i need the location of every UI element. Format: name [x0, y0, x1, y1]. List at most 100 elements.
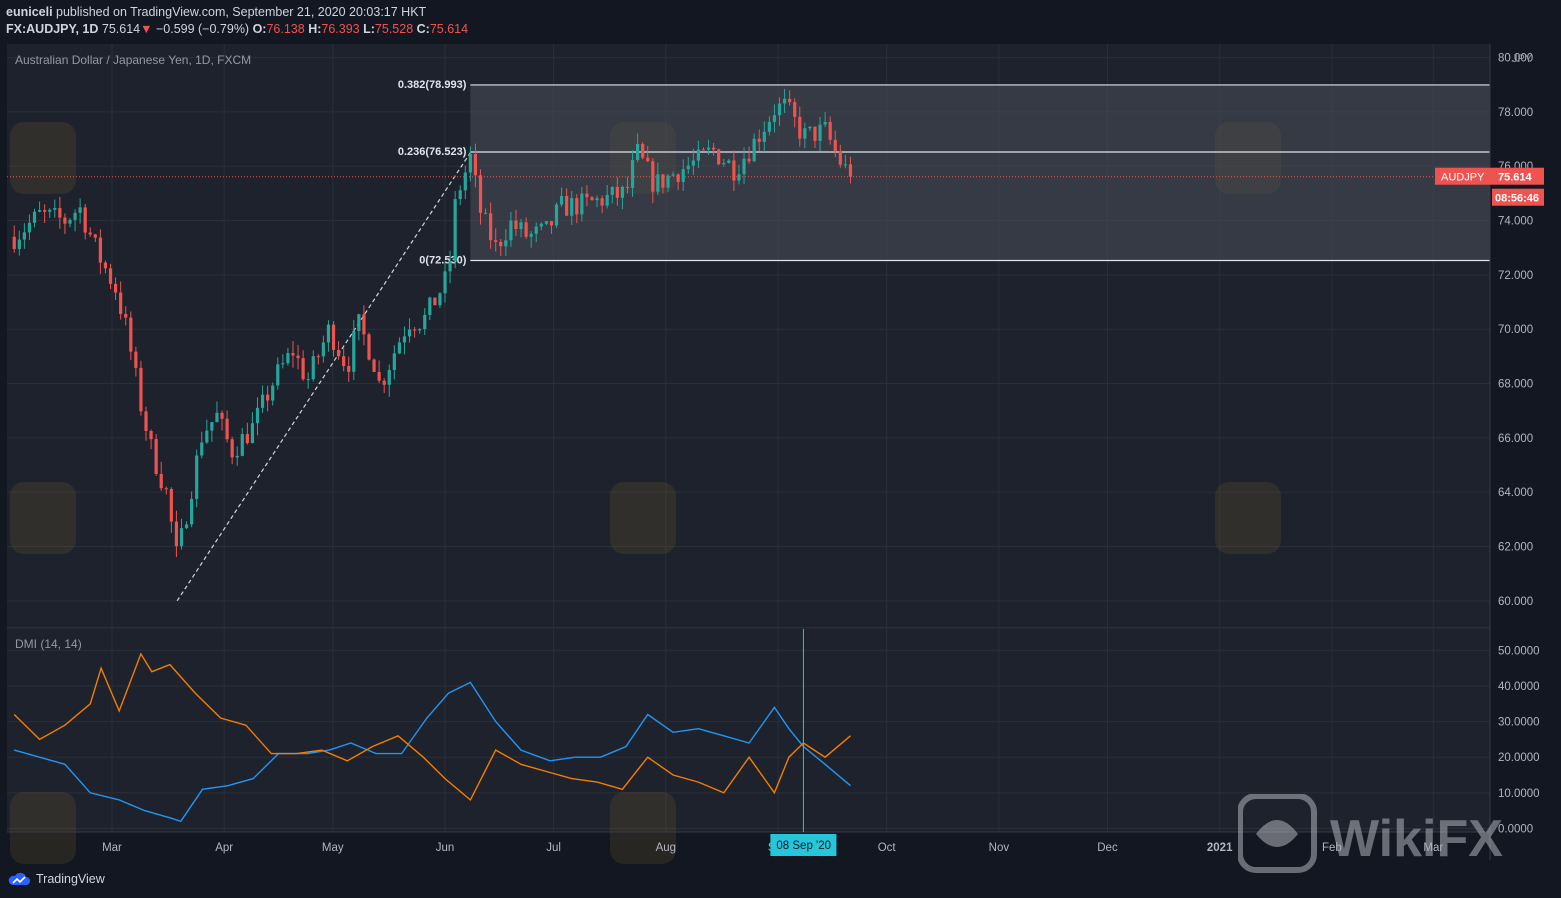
price-tick: 70.000 — [1498, 324, 1533, 336]
candle-body — [691, 160, 695, 166]
candle-body — [590, 197, 594, 201]
candle-body — [808, 126, 812, 129]
candle-body — [37, 210, 42, 212]
candle-body — [433, 297, 437, 306]
tradingview-footer[interactable]: TradingView — [8, 872, 105, 886]
candle-body — [468, 154, 472, 173]
candle-body — [235, 455, 239, 458]
candle-body — [32, 211, 37, 223]
wikifx-logo: WikiFX — [1238, 794, 1503, 873]
candle-body — [453, 199, 457, 262]
watermark-mark — [10, 482, 76, 554]
candle-body — [848, 164, 853, 177]
price-tick: 74.000 — [1498, 216, 1533, 228]
candle-body — [443, 271, 447, 294]
fib-level-label: 0(72.530) — [419, 254, 466, 266]
time-tick: Jun — [436, 842, 455, 854]
price-tick: 64.000 — [1498, 487, 1533, 499]
candle-body — [245, 433, 249, 444]
price-tick: 66.000 — [1498, 433, 1533, 445]
candle-body — [286, 353, 290, 364]
time-tick: Jul — [546, 842, 561, 854]
candle-body — [519, 222, 523, 230]
high-value: 76.393 — [321, 22, 360, 36]
dmi-tick: 30.0000 — [1498, 717, 1540, 729]
candle-body — [681, 169, 685, 183]
author-name[interactable]: euniceli — [6, 5, 53, 19]
candle-body — [798, 116, 802, 139]
candle-body — [448, 261, 452, 272]
watermark-mark — [610, 482, 676, 554]
time-tick: Feb — [1322, 842, 1342, 854]
low-value: 75.528 — [374, 22, 414, 36]
candle-body — [306, 379, 310, 381]
candle-body — [362, 314, 366, 335]
candle-body — [418, 329, 422, 331]
candle-body — [747, 158, 751, 162]
candle-body — [600, 198, 604, 206]
dmi-pane[interactable] — [7, 629, 1490, 832]
trend-line[interactable] — [176, 152, 471, 602]
candle-body — [271, 385, 275, 401]
candle-body — [585, 193, 589, 198]
candle-body — [534, 226, 538, 234]
candle-body — [73, 212, 77, 220]
countdown-bg — [1492, 188, 1544, 206]
time-tick: Apr — [215, 842, 233, 854]
candle-body — [200, 442, 204, 456]
candle-body — [114, 283, 118, 293]
close-value: 75.614 — [429, 22, 469, 36]
candle-body — [53, 208, 57, 210]
candle-body — [706, 147, 711, 150]
candle-body — [803, 128, 807, 139]
grid-lines — [7, 44, 1490, 832]
candle-body — [722, 163, 726, 165]
watermark-mark — [10, 122, 76, 194]
candle-body — [352, 331, 356, 372]
price-tick: 68.000 — [1498, 379, 1533, 391]
candle-body — [656, 174, 660, 192]
candle-body — [164, 488, 168, 490]
symbol-name[interactable]: FX:AUDJPY, 1D — [6, 22, 99, 36]
candle-body — [139, 367, 143, 412]
candle-body — [93, 234, 97, 238]
di-minus-line — [13, 652, 851, 802]
candle-body — [580, 193, 584, 215]
candle-body — [210, 422, 214, 431]
watermark-mark — [10, 792, 76, 864]
candle-body — [782, 98, 787, 104]
candle-body — [752, 138, 756, 162]
fib-level-label: 0.236(76.523) — [398, 146, 467, 158]
candle-body — [559, 195, 564, 205]
candle-body — [712, 147, 716, 150]
candle-body — [630, 159, 635, 188]
last-value: 75.614 — [101, 22, 141, 36]
candle-body — [413, 329, 417, 331]
candle-body — [392, 353, 396, 370]
candle-body — [813, 126, 817, 141]
candle-body — [260, 394, 265, 408]
candle-body — [473, 154, 478, 176]
candle-body — [717, 149, 721, 165]
candle-body — [793, 102, 797, 117]
candle-body — [48, 209, 52, 212]
price-badge-bg — [1492, 167, 1544, 185]
dmi-tick: 20.0000 — [1498, 752, 1540, 764]
price-axis[interactable]: 80.00078.00076.00074.00072.00070.00068.0… — [1498, 53, 1533, 608]
time-tick: Dec — [1097, 842, 1118, 854]
candle-body — [610, 186, 614, 195]
candle-body — [347, 366, 351, 372]
candles — [12, 88, 853, 557]
candle-body — [88, 232, 92, 235]
candle-body — [397, 342, 402, 354]
dmi-axis[interactable]: 50.0000 40.0000 30.0000 20.0000 10.0000 0.000… — [1498, 645, 1540, 835]
candle-body — [387, 369, 391, 385]
crosshair-date-bg — [770, 834, 837, 856]
bar-countdown: 08:56:46 — [1495, 193, 1539, 205]
candle-body — [316, 356, 320, 358]
candle-body — [331, 324, 336, 350]
candle-body — [154, 439, 158, 474]
candle-body — [732, 160, 736, 181]
candle-body — [671, 174, 675, 176]
